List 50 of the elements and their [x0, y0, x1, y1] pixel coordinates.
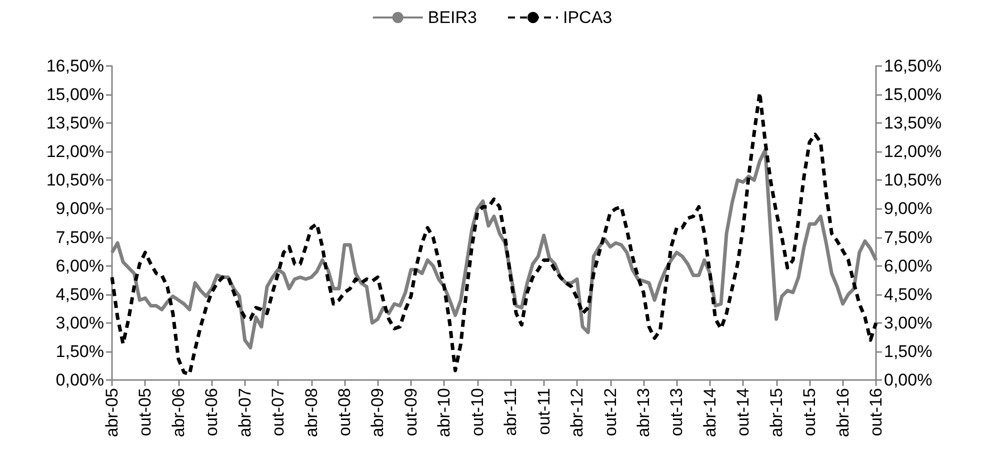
y-tick-label: 10,50%	[46, 170, 104, 190]
y-tick-label: 15,00%	[46, 85, 104, 104]
y2-tick-label: 3,00%	[884, 313, 932, 332]
x-tick-label: abr-15	[766, 388, 786, 438]
x-tick-label: abr-12	[568, 388, 587, 438]
y-tick-label: 0,00%	[56, 370, 104, 390]
x-tick-label: out-06	[202, 388, 222, 436]
x-tick-label: out-13	[667, 388, 686, 436]
legend-label: IPCA3	[563, 8, 612, 27]
x-tick-label: out-16	[866, 388, 886, 436]
x-tick-label: out-08	[335, 388, 354, 436]
y-tick-label: 6,00%	[56, 256, 104, 276]
y2-tick-label: 12,00%	[884, 142, 942, 162]
x-tick-label: out-05	[136, 388, 155, 436]
x-tick-label: abr-08	[302, 388, 321, 438]
y-tick-label: 3,00%	[56, 313, 104, 332]
x-tick-label: out-07	[268, 388, 288, 436]
x-tick-label: abr-13	[634, 388, 653, 438]
legend-label: BEIR3	[428, 8, 478, 27]
x-tick-label: abr-09	[368, 388, 388, 438]
x-tick-label: out-14	[734, 388, 753, 436]
y2-tick-label: 4,50%	[884, 284, 932, 304]
y-tick-label: 4,50%	[56, 284, 104, 304]
x-tick-label: out-15	[800, 388, 820, 436]
x-tick-label: out-09	[401, 388, 420, 436]
x-tick-label: out-10	[468, 388, 487, 436]
y2-tick-label: 0,00%	[884, 370, 932, 390]
y-tick-label: 7,50%	[56, 228, 104, 247]
y2-tick-label: 6,00%	[884, 256, 932, 276]
y-tick-label: 12,00%	[46, 142, 104, 162]
y-tick-label: 13,50%	[46, 114, 104, 133]
y2-tick-label: 13,50%	[884, 114, 942, 133]
y-tick-label: 9,00%	[56, 199, 104, 218]
y2-tick-label: 10,50%	[884, 170, 942, 190]
x-tick-label: abr-07	[235, 388, 254, 438]
x-tick-label: abr-14	[700, 388, 720, 438]
x-tick-label: out-11	[534, 388, 554, 435]
x-tick-label: out-12	[600, 388, 620, 436]
x-tick-label: abr-11	[501, 388, 520, 436]
y2-tick-label: 7,50%	[884, 228, 932, 247]
y2-tick-label: 1,50%	[884, 342, 932, 361]
y2-tick-label: 16,50%	[884, 56, 942, 76]
y2-tick-label: 9,00%	[884, 199, 932, 218]
x-tick-label: abr-06	[168, 388, 188, 438]
x-tick-label: abr-16	[833, 388, 852, 438]
y-tick-label: 1,50%	[56, 342, 104, 361]
y-tick-label: 16,50%	[46, 56, 104, 76]
x-tick-label: abr-10	[434, 388, 454, 438]
x-tick-label: abr-05	[102, 388, 122, 438]
y2-tick-label: 15,00%	[884, 85, 942, 104]
